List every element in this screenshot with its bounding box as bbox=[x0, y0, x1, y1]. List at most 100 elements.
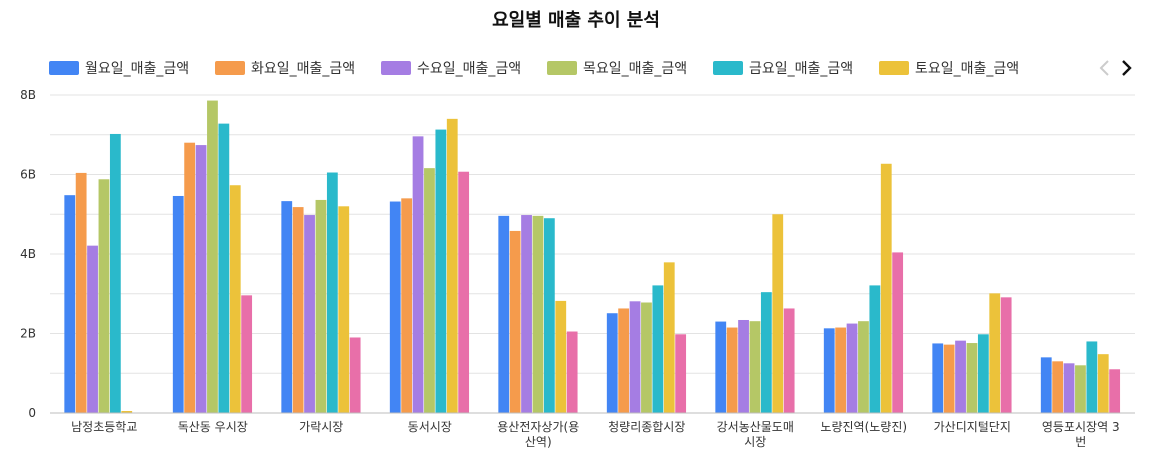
bar[interactable] bbox=[326, 172, 338, 413]
bar[interactable] bbox=[207, 100, 218, 413]
bar[interactable] bbox=[184, 142, 196, 413]
bar[interactable] bbox=[932, 343, 944, 413]
bar[interactable] bbox=[281, 201, 293, 413]
bar[interactable] bbox=[412, 136, 424, 413]
chevron-left-icon[interactable] bbox=[1099, 60, 1109, 76]
bar[interactable] bbox=[87, 245, 98, 413]
bar[interactable] bbox=[606, 313, 618, 413]
x-tick-label: 용산전자상가(용 산역) bbox=[497, 420, 579, 449]
bar[interactable] bbox=[783, 308, 795, 413]
bar[interactable] bbox=[835, 327, 847, 413]
legend-swatch bbox=[879, 61, 909, 75]
bar[interactable] bbox=[521, 215, 532, 413]
bar[interactable] bbox=[663, 262, 675, 413]
bar[interactable] bbox=[869, 285, 881, 413]
bar[interactable] bbox=[424, 168, 435, 413]
bar[interactable] bbox=[1109, 369, 1121, 413]
bar[interactable] bbox=[98, 179, 110, 413]
bar[interactable] bbox=[315, 199, 327, 413]
bar[interactable] bbox=[823, 328, 835, 413]
bar[interactable] bbox=[401, 198, 413, 413]
plot-area bbox=[64, 100, 1121, 414]
bar[interactable] bbox=[218, 123, 230, 414]
legend-item[interactable]: 토요일_매출_금액 bbox=[879, 61, 1019, 77]
legend-item[interactable]: 목요일_매출_금액 bbox=[547, 61, 687, 77]
bar[interactable] bbox=[880, 163, 892, 413]
bar-group bbox=[172, 100, 253, 414]
x-tick-label: 남정초등학교 bbox=[71, 420, 137, 434]
bar[interactable] bbox=[121, 411, 133, 413]
bar[interactable] bbox=[555, 300, 567, 413]
bar[interactable] bbox=[618, 308, 630, 413]
bar[interactable] bbox=[715, 321, 727, 413]
legend-label: 화요일_매출_금액 bbox=[251, 61, 355, 77]
bar-group bbox=[606, 262, 687, 414]
bar[interactable] bbox=[726, 327, 738, 413]
x-tick-label: 청량리종합시장 bbox=[608, 420, 685, 434]
bar[interactable] bbox=[858, 321, 869, 413]
bar[interactable] bbox=[760, 292, 772, 413]
bar[interactable] bbox=[772, 214, 784, 413]
bar[interactable] bbox=[498, 215, 510, 413]
bar[interactable] bbox=[1063, 363, 1075, 413]
x-tick-label: 가락시장 bbox=[299, 420, 343, 434]
bar[interactable] bbox=[1000, 297, 1012, 413]
x-tick-label: 노량진역(노량진) bbox=[820, 420, 907, 434]
legend-label: 수요일_매출_금액 bbox=[417, 61, 521, 77]
bar[interactable] bbox=[109, 133, 121, 413]
bar-group bbox=[64, 133, 144, 413]
bar[interactable] bbox=[846, 323, 858, 413]
bar-group bbox=[389, 118, 470, 413]
bar[interactable] bbox=[446, 118, 458, 413]
bar[interactable] bbox=[977, 334, 989, 413]
bar[interactable] bbox=[989, 293, 1001, 413]
bar[interactable] bbox=[75, 172, 87, 413]
bar[interactable] bbox=[652, 285, 664, 413]
legend-swatch bbox=[215, 61, 245, 75]
legend-label: 토요일_매출_금액 bbox=[915, 61, 1019, 77]
bar[interactable] bbox=[966, 343, 978, 413]
x-tick-label: 독산동 우시장 bbox=[178, 420, 248, 434]
bar[interactable] bbox=[543, 218, 555, 413]
bar-group bbox=[498, 215, 578, 413]
bar[interactable] bbox=[458, 171, 470, 413]
bar[interactable] bbox=[389, 201, 401, 413]
legend-item[interactable]: 수요일_매출_금액 bbox=[381, 61, 521, 77]
bar[interactable] bbox=[955, 340, 966, 413]
bar[interactable] bbox=[349, 337, 361, 413]
legend-item[interactable]: 금요일_매출_금액 bbox=[713, 61, 853, 77]
bar[interactable] bbox=[229, 185, 241, 413]
x-tick-label: 가산디지털단지 bbox=[934, 420, 1011, 434]
bar[interactable] bbox=[172, 195, 184, 413]
bar[interactable] bbox=[749, 321, 761, 413]
bar[interactable] bbox=[241, 295, 253, 413]
bar[interactable] bbox=[1052, 361, 1064, 413]
legend-item[interactable]: 월요일_매출_금액 bbox=[49, 61, 189, 77]
bar[interactable] bbox=[629, 301, 641, 413]
bar[interactable] bbox=[304, 215, 315, 413]
legend: 월요일_매출_금액 화요일_매출_금액 수요일_매출_금액 목요일_매출_금액 금요일_… bbox=[49, 61, 1019, 77]
bar[interactable] bbox=[1075, 365, 1086, 413]
bar[interactable] bbox=[195, 145, 207, 413]
bar[interactable] bbox=[641, 302, 652, 414]
bar[interactable] bbox=[675, 334, 687, 413]
bar[interactable] bbox=[566, 331, 578, 413]
y-axis: 0 2B 4B 6B 8B bbox=[20, 88, 36, 420]
legend-swatch bbox=[713, 61, 743, 75]
bar[interactable] bbox=[338, 206, 350, 413]
chevron-right-icon[interactable] bbox=[1122, 60, 1132, 76]
bar[interactable] bbox=[509, 230, 521, 413]
bar[interactable] bbox=[1086, 341, 1098, 413]
bar[interactable] bbox=[532, 215, 544, 413]
bar[interactable] bbox=[738, 319, 749, 413]
x-axis: 남정초등학교 독산동 우시장 가락시장 동서시장 용산전자상가(용 산역) 청량리종합시장 강… bbox=[71, 420, 1119, 449]
bar[interactable] bbox=[1097, 354, 1109, 413]
bar[interactable] bbox=[943, 344, 955, 413]
bar-group bbox=[823, 163, 904, 413]
legend-item[interactable]: 화요일_매출_금액 bbox=[215, 61, 355, 77]
bar[interactable] bbox=[64, 195, 76, 413]
bar[interactable] bbox=[1040, 357, 1052, 413]
bar[interactable] bbox=[292, 207, 304, 413]
bar[interactable] bbox=[435, 129, 447, 413]
bar[interactable] bbox=[892, 252, 904, 413]
